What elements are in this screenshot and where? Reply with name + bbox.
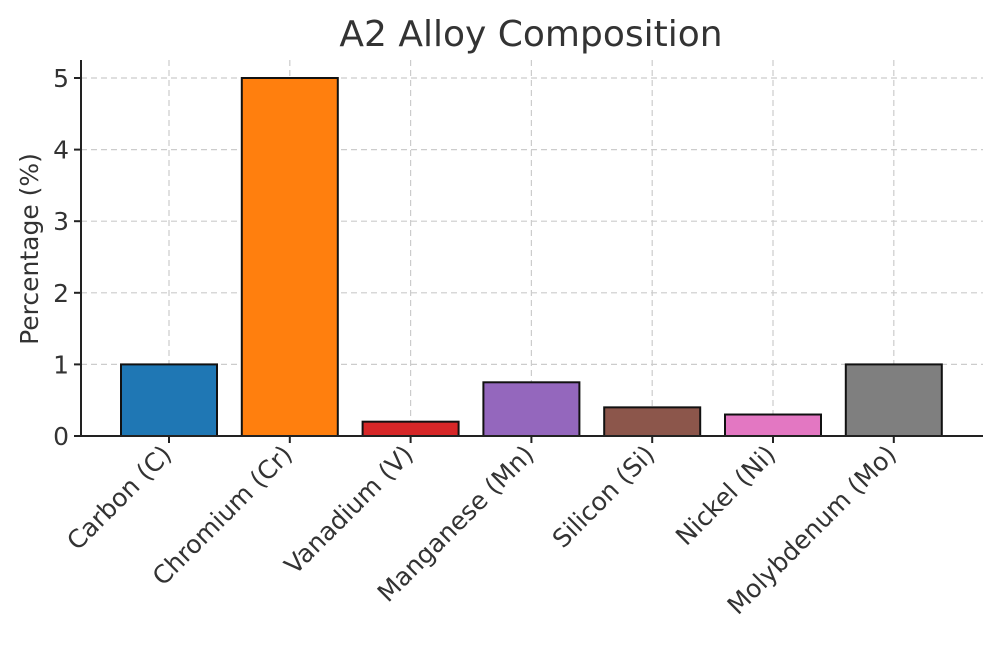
bar: [120, 363, 218, 437]
bar: [361, 420, 460, 437]
bars: [120, 77, 943, 437]
x-axis-ticks: Carbon (C)Chromium (Cr)Vanadium (V)Manga…: [61, 436, 902, 620]
bar: [240, 77, 339, 437]
x-tick-label: Carbon (C): [61, 440, 177, 556]
x-tick-label: Nickel (Ni): [670, 440, 781, 551]
x-tick-label: Vanadium (V): [279, 440, 419, 580]
y-tick-label: 3: [53, 207, 69, 236]
y-tick-label: 5: [53, 64, 69, 93]
bar: [603, 406, 702, 437]
chart-title: A2 Alloy Composition: [339, 14, 722, 55]
bar: [724, 413, 822, 437]
bar: [844, 363, 943, 437]
y-axis-label: Percentage (%): [15, 153, 44, 345]
y-tick-label: 2: [53, 279, 69, 308]
y-tick-label: 0: [53, 422, 69, 451]
y-tick-label: 4: [53, 136, 69, 165]
bar: [482, 381, 581, 437]
y-axis-ticks: 0 1 2 3 4 5: [53, 64, 81, 451]
x-tick-label: Silicon (Si): [547, 440, 661, 554]
y-tick-label: 1: [53, 350, 69, 379]
